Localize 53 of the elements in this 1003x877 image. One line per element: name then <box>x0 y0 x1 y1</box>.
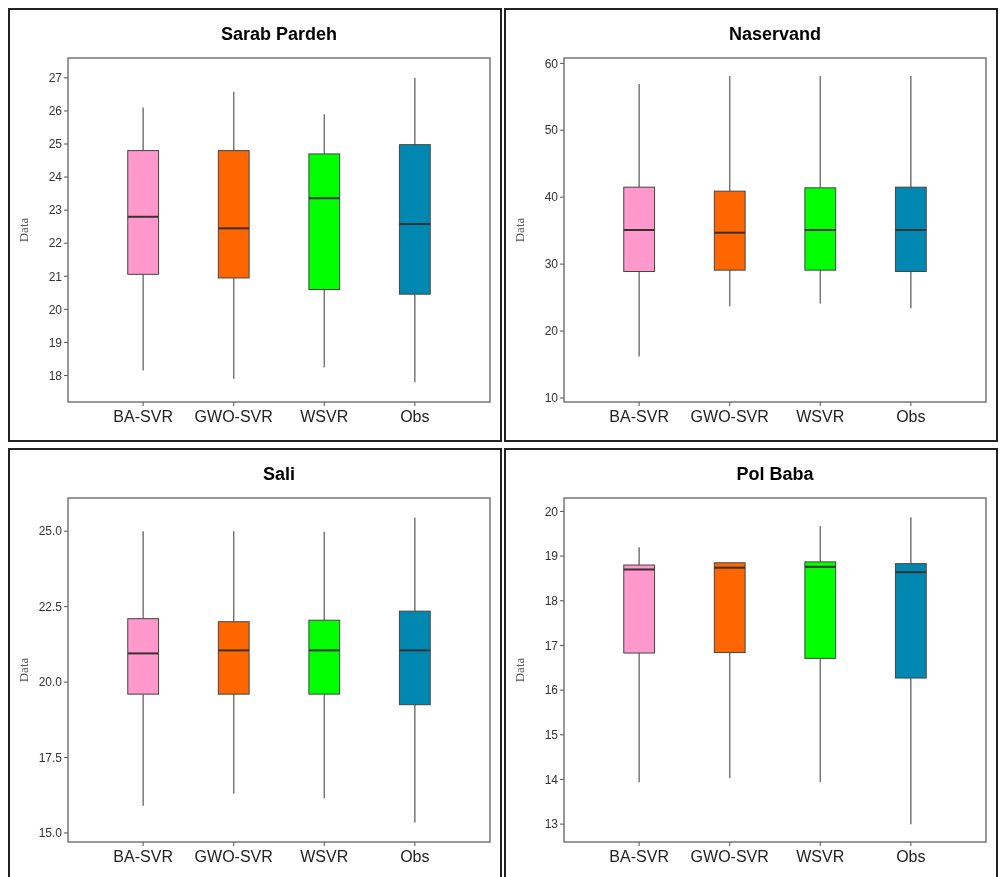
x-tick-label: GWO-SVR <box>690 408 769 425</box>
chart-title: Naservand <box>728 24 822 44</box>
y-axis-title: Data <box>16 217 31 243</box>
y-tick-label: 13 <box>544 817 559 832</box>
y-tick-label: 22 <box>48 236 63 251</box>
y-tick-label: 18 <box>48 368 63 383</box>
y-tick-label: 17.5 <box>38 750 63 765</box>
y-axis-title: Data <box>512 217 527 243</box>
y-tick-label: 16 <box>544 683 559 698</box>
x-tick-label: BA-SVR <box>609 408 669 425</box>
y-axis-title: Data <box>512 657 527 683</box>
x-tick-label: GWO-SVR <box>194 848 273 865</box>
y-tick-label: 24 <box>48 170 63 185</box>
y-tick-label: 19 <box>48 335 63 350</box>
y-tick-label: 21 <box>48 269 63 284</box>
y-tick-label: 20.0 <box>38 675 63 690</box>
x-tick-label: Obs <box>400 408 430 425</box>
y-tick-label: 25.0 <box>38 524 63 539</box>
x-tick-label: WSVR <box>796 848 845 865</box>
y-tick-label: 30 <box>544 257 559 272</box>
x-tick-label: Obs <box>400 848 430 865</box>
y-tick-label: 10 <box>544 391 559 406</box>
y-tick-label: 20 <box>544 324 559 339</box>
x-tick-label: BA-SVR <box>609 848 669 865</box>
y-tick-label: 20 <box>544 504 559 519</box>
x-tick-label: WSVR <box>300 848 349 865</box>
y-tick-label: 50 <box>544 123 559 138</box>
chart-title: Sali <box>262 464 296 484</box>
x-tick-label: GWO-SVR <box>690 848 769 865</box>
y-tick-label: 19 <box>544 549 559 564</box>
y-tick-label: 25 <box>48 137 63 152</box>
y-tick-label: 27 <box>48 71 63 86</box>
y-axis-title: Data <box>16 657 31 683</box>
y-tick-label: 22.5 <box>38 599 63 614</box>
y-tick-label: 23 <box>48 203 63 218</box>
y-tick-label: 60 <box>544 56 559 71</box>
x-tick-label: Obs <box>896 848 926 865</box>
y-tick-label: 26 <box>48 104 63 119</box>
y-tick-label: 14 <box>544 772 559 787</box>
x-tick-label: BA-SVR <box>113 848 173 865</box>
x-tick-label: BA-SVR <box>113 408 173 425</box>
chart-title: Pol Baba <box>736 464 815 484</box>
x-tick-label: WSVR <box>300 408 349 425</box>
x-tick-label: Obs <box>896 408 926 425</box>
x-tick-label: GWO-SVR <box>194 408 273 425</box>
y-tick-label: 15 <box>544 727 559 742</box>
chart-title: Sarab Pardeh <box>220 24 338 44</box>
y-tick-label: 15.0 <box>38 826 63 841</box>
y-tick-label: 18 <box>544 593 559 608</box>
y-tick-label: 40 <box>544 190 559 205</box>
y-tick-label: 20 <box>48 302 63 317</box>
y-tick-label: 17 <box>544 638 559 653</box>
x-tick-label: WSVR <box>796 408 845 425</box>
